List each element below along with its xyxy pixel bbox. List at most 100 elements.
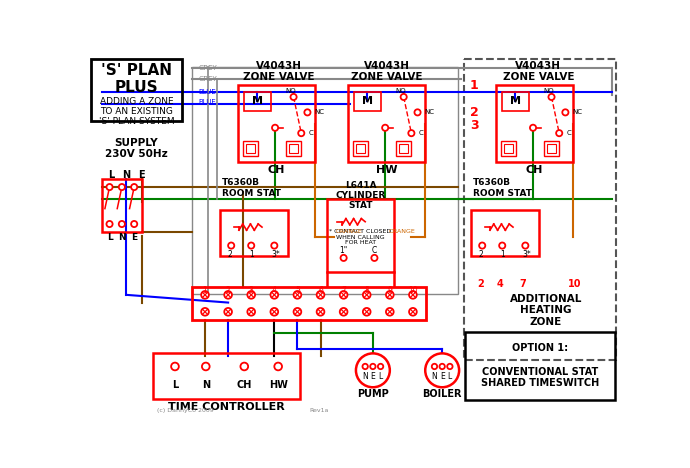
Bar (464, 59, 616, 359)
Text: 10: 10 (568, 279, 582, 289)
Circle shape (290, 94, 297, 100)
Text: C: C (418, 130, 423, 136)
Text: ADDITIONAL
HEATING
ZONE: ADDITIONAL HEATING ZONE (510, 293, 582, 327)
Text: 7: 7 (519, 279, 526, 289)
Circle shape (386, 291, 394, 299)
Circle shape (382, 124, 388, 131)
Bar (496, 86, 573, 162)
Circle shape (298, 130, 304, 136)
Text: NO: NO (395, 88, 406, 94)
Circle shape (415, 110, 421, 116)
Text: M: M (252, 96, 263, 106)
Text: HW: HW (268, 380, 288, 390)
Circle shape (240, 363, 248, 370)
Text: ORANGE: ORANGE (336, 229, 363, 234)
Circle shape (371, 255, 377, 261)
Bar (501, 141, 516, 156)
Circle shape (106, 184, 112, 190)
Circle shape (562, 110, 569, 116)
Circle shape (270, 291, 278, 299)
Bar (356, 144, 365, 153)
Text: E: E (139, 170, 145, 180)
Bar (348, 86, 425, 162)
Text: T6360B
ROOM STAT: T6360B ROOM STAT (473, 178, 532, 198)
Text: CH: CH (237, 380, 252, 390)
Text: GREY: GREY (199, 66, 217, 72)
Bar (153, 352, 299, 399)
Text: 'S' PLAN
PLUS: 'S' PLAN PLUS (101, 63, 172, 95)
Circle shape (317, 308, 324, 315)
Text: L: L (108, 170, 115, 180)
Bar (192, 67, 457, 294)
Bar (243, 141, 258, 156)
Circle shape (248, 291, 255, 299)
Text: OPTION 1:

CONVENTIONAL STAT
SHARED TIMESWITCH: OPTION 1: CONVENTIONAL STAT SHARED TIMES… (481, 344, 599, 388)
Circle shape (248, 242, 255, 249)
Text: N: N (201, 380, 210, 390)
Circle shape (556, 130, 562, 136)
Circle shape (293, 308, 302, 315)
Bar (502, 92, 529, 111)
Circle shape (432, 364, 437, 369)
Text: M: M (362, 96, 373, 106)
Circle shape (363, 308, 371, 315)
Text: HW: HW (376, 165, 397, 175)
Text: V4043H
ZONE VALVE: V4043H ZONE VALVE (351, 61, 422, 82)
Circle shape (272, 124, 278, 131)
Text: 6: 6 (318, 286, 323, 295)
Text: 1: 1 (203, 286, 208, 295)
Circle shape (131, 221, 137, 227)
Circle shape (304, 110, 310, 116)
Text: E: E (131, 234, 137, 242)
Text: 2: 2 (226, 286, 230, 295)
Circle shape (409, 291, 417, 299)
Text: 5: 5 (295, 286, 300, 295)
Text: 4: 4 (272, 286, 277, 295)
Circle shape (356, 353, 390, 387)
Circle shape (293, 291, 302, 299)
Circle shape (201, 291, 209, 299)
Text: 3*: 3* (522, 249, 531, 258)
Text: C: C (566, 130, 571, 136)
Text: BLUE: BLUE (199, 88, 217, 95)
Circle shape (408, 130, 415, 136)
Text: ADDING A ZONE
TO AN EXISTING
'S' PLAN SYSTEM: ADDING A ZONE TO AN EXISTING 'S' PLAN SY… (99, 97, 175, 126)
Text: L: L (448, 372, 452, 381)
Circle shape (202, 363, 210, 370)
Text: 3*: 3* (271, 249, 280, 258)
Bar (289, 144, 298, 153)
Text: V4043H
ZONE VALVE: V4043H ZONE VALVE (503, 61, 574, 82)
Text: NC: NC (572, 110, 582, 116)
Circle shape (341, 255, 346, 261)
Circle shape (317, 291, 324, 299)
Text: T6360B
ROOM STAT: T6360B ROOM STAT (222, 178, 281, 198)
Text: NC: NC (424, 110, 435, 116)
Circle shape (401, 94, 407, 100)
Text: 2: 2 (227, 249, 232, 258)
Text: 9: 9 (387, 286, 392, 295)
Bar (399, 144, 408, 153)
Text: GREY: GREY (199, 76, 217, 82)
Circle shape (201, 308, 209, 315)
Bar (326, 198, 395, 272)
Circle shape (409, 308, 417, 315)
Bar (353, 141, 368, 156)
Bar (547, 144, 556, 153)
Text: 8: 8 (364, 286, 369, 295)
Text: NC: NC (315, 110, 324, 116)
Circle shape (119, 184, 125, 190)
Bar (91, 59, 182, 121)
Bar (544, 141, 559, 156)
Text: 2: 2 (477, 279, 484, 289)
Circle shape (106, 221, 112, 227)
Text: CH: CH (268, 165, 285, 175)
Circle shape (228, 242, 235, 249)
Text: NO: NO (543, 88, 554, 94)
Circle shape (363, 291, 371, 299)
Text: CH: CH (526, 165, 543, 175)
Circle shape (447, 364, 453, 369)
Text: Rev1a: Rev1a (309, 408, 328, 413)
Circle shape (440, 364, 445, 369)
Circle shape (339, 308, 348, 315)
Text: C: C (372, 246, 377, 255)
